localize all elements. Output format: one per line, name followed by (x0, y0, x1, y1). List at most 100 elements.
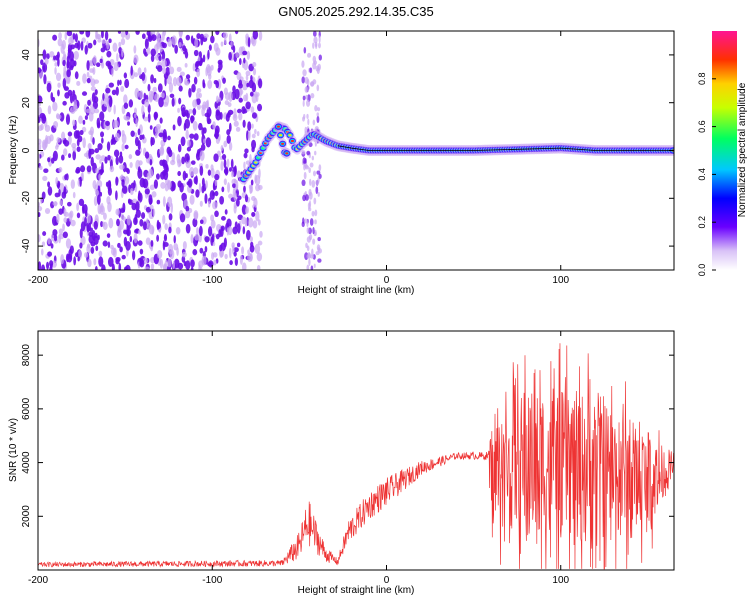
noise-speckle (107, 256, 114, 267)
noise-speckle (251, 146, 255, 153)
noise-speckle (63, 217, 68, 223)
noise-speckle (102, 221, 105, 227)
noise-speckle (158, 97, 164, 108)
noise-speckle (196, 103, 201, 111)
noise-speckle (47, 186, 53, 196)
noise-speckle (149, 158, 153, 166)
noise-speckle (192, 63, 196, 72)
noise-speckle (238, 112, 243, 121)
noise-speckle (144, 151, 150, 159)
noise-speckle (176, 76, 182, 87)
noise-speckle (162, 129, 167, 139)
noise-speckle (195, 189, 200, 198)
noise-speckle (259, 230, 263, 238)
noise-speckle (184, 210, 191, 219)
noise-speckle (76, 146, 81, 152)
noise-speckle (184, 50, 189, 59)
noise-speckle (234, 257, 238, 266)
band-speckle (313, 197, 317, 205)
noise-speckle (76, 212, 81, 219)
noise-speckle (130, 65, 133, 76)
noise-speckle (139, 219, 144, 227)
noise-speckle (149, 204, 154, 210)
noise-speckle (116, 52, 119, 62)
noise-speckle (233, 247, 239, 253)
noise-speckle (98, 256, 104, 267)
noise-speckle (98, 250, 103, 257)
noise-speckle (139, 259, 145, 268)
noise-speckle (47, 237, 51, 245)
noise-speckle (80, 221, 86, 232)
noise-speckle (190, 115, 195, 122)
signal-center-line (337, 145, 674, 151)
noise-speckle (228, 193, 234, 199)
noise-speckle (184, 118, 191, 129)
noise-speckle (72, 150, 77, 161)
noise-speckle (118, 41, 122, 48)
noise-speckle (92, 66, 96, 75)
noise-speckle (103, 97, 109, 107)
noise-speckle (176, 66, 182, 72)
noise-speckle (250, 123, 254, 129)
noise-speckle (116, 218, 120, 227)
noise-speckle (131, 202, 137, 211)
noise-speckle (168, 243, 174, 255)
noise-speckle (144, 266, 150, 270)
noise-speckle (172, 261, 176, 270)
noise-speckle (249, 91, 254, 97)
noise-speckle (68, 153, 72, 159)
noise-speckle (234, 221, 238, 229)
band-speckle (314, 105, 318, 112)
noise-speckle (168, 226, 172, 234)
colorbar-tick-label: 0.2 (697, 216, 707, 229)
noise-speckle (171, 181, 176, 191)
noise-speckle (229, 260, 233, 266)
noise-speckle (89, 227, 93, 232)
noise-speckle (93, 220, 98, 230)
noise-speckle (143, 116, 149, 122)
noise-speckle (64, 174, 68, 181)
noise-speckle (249, 185, 253, 195)
noise-speckle (147, 83, 151, 92)
noise-speckle (249, 236, 253, 242)
band-speckle (314, 140, 317, 147)
noise-speckle (144, 99, 150, 108)
noise-speckle (200, 143, 206, 151)
x-tick-label: -100 (202, 575, 222, 586)
colorbar: 0.0 0.2 0.4 0.6 0.8 Normalized spectral ampl… (697, 31, 748, 276)
noise-speckle (95, 167, 100, 174)
noise-speckle (220, 41, 224, 47)
band-speckle (312, 238, 316, 245)
noise-speckle (120, 38, 126, 46)
noise-speckle (156, 249, 163, 259)
noise-speckle (95, 266, 98, 270)
noise-speckle (145, 237, 151, 245)
noise-speckle (126, 214, 131, 226)
noise-speckle (79, 130, 84, 136)
noise-speckle (119, 208, 126, 213)
noise-speckle (141, 212, 146, 219)
noise-speckle (205, 67, 208, 77)
noise-speckle (57, 38, 63, 47)
noise-speckle (77, 256, 80, 262)
noise-speckle (242, 226, 246, 235)
noise-speckle (215, 47, 221, 56)
noise-speckle (68, 36, 74, 46)
noise-speckle (178, 85, 183, 92)
noise-speckle (246, 82, 250, 88)
noise-speckle (104, 156, 108, 164)
noise-speckle (151, 226, 154, 235)
band-speckle (303, 218, 308, 224)
y-tick-label: 8000 (21, 344, 32, 367)
noise-speckle (110, 138, 114, 146)
band-speckle (309, 218, 314, 226)
snr-series-line (38, 343, 674, 570)
noise-speckle (81, 172, 84, 182)
noise-speckle (201, 255, 207, 266)
noise-speckle (142, 221, 148, 231)
noise-speckle (254, 128, 257, 135)
noise-speckle (212, 201, 218, 210)
noise-speckle (231, 242, 235, 249)
band-speckle (312, 119, 316, 126)
